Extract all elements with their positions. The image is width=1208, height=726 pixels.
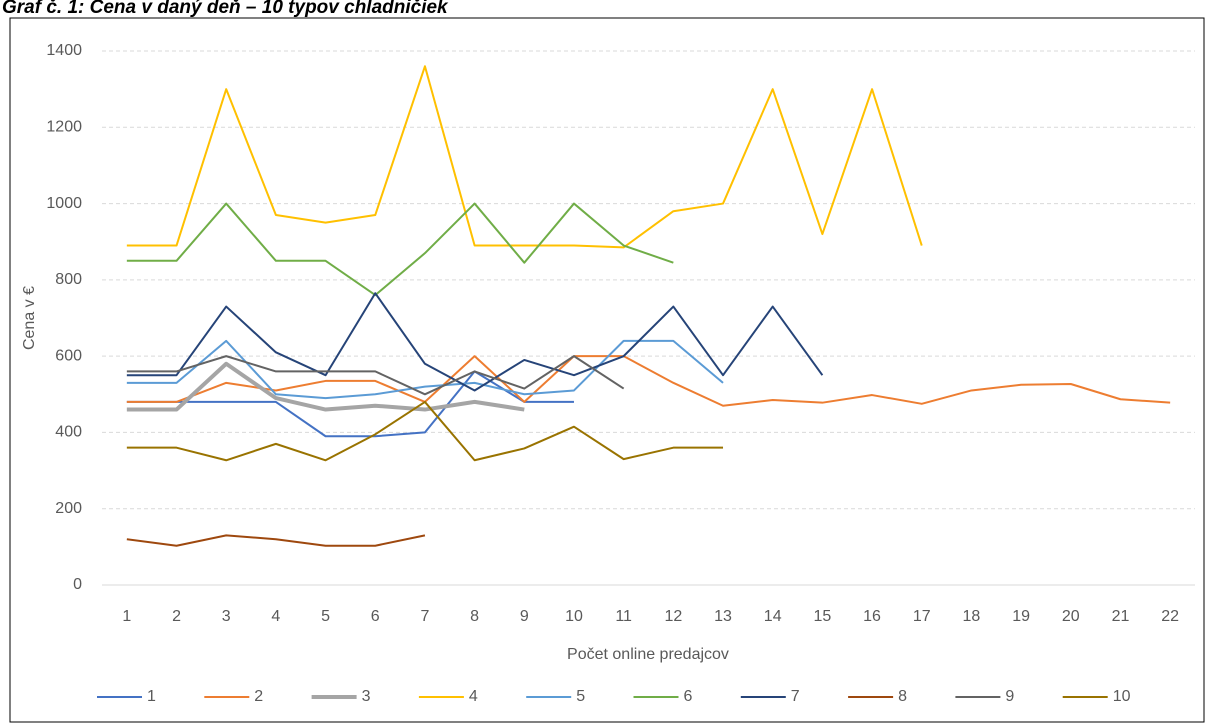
x-tick-label: 21 (1112, 608, 1130, 625)
x-tick-label: 7 (420, 608, 429, 625)
x-tick-label: 18 (963, 608, 981, 625)
line-series (126, 361, 525, 412)
legend-label: 8 (898, 688, 907, 705)
x-tick-label: 2 (172, 608, 181, 625)
x-tick-label: 4 (271, 608, 280, 625)
x-tick-label: 8 (470, 608, 479, 625)
line-series (126, 339, 724, 400)
x-tick-label: 14 (764, 608, 782, 625)
y-tick-label: 400 (55, 424, 82, 441)
chart-border (9, 17, 1205, 723)
x-tick-label: 10 (565, 608, 583, 625)
x-axis-label: Počet online predajcov (567, 646, 729, 663)
y-tick-label: 200 (55, 500, 82, 517)
legend-label: 3 (362, 688, 371, 705)
x-tick-label: 16 (863, 608, 881, 625)
y-tick-label: 1400 (46, 42, 82, 59)
x-tick-label: 3 (222, 608, 231, 625)
legend-label: 10 (1113, 688, 1131, 705)
line-series (126, 292, 824, 392)
x-tick-label: 20 (1062, 608, 1080, 625)
line-series (126, 65, 923, 249)
x-tick-label: 1 (122, 608, 131, 625)
line-series (126, 534, 426, 547)
x-tick-label: 6 (371, 608, 380, 625)
y-tick-label: 1200 (46, 119, 82, 136)
line-series (126, 370, 574, 438)
y-tick-label: 0 (73, 576, 82, 593)
x-tick-label: 12 (664, 608, 682, 625)
legend-label: 4 (469, 688, 478, 705)
legend-label: 2 (254, 688, 263, 705)
line-series (126, 400, 724, 462)
legend-label: 9 (1005, 688, 1014, 705)
x-tick-label: 13 (714, 608, 732, 625)
x-tick-label: 17 (913, 608, 931, 625)
x-tick-label: 22 (1161, 608, 1179, 625)
y-axis-label: Cena v € (21, 286, 38, 350)
x-tick-label: 5 (321, 608, 330, 625)
legend-label: 6 (684, 688, 693, 705)
y-tick-label: 800 (55, 271, 82, 288)
y-tick-label: 1000 (46, 195, 82, 212)
chart-title: Graf č. 1: Cena v daný deň – 10 typov ch… (2, 0, 449, 18)
x-tick-label: 15 (813, 608, 831, 625)
legend-label: 7 (791, 688, 800, 705)
x-tick-label: 19 (1012, 608, 1030, 625)
legend-label: 1 (147, 688, 156, 705)
line-series (126, 355, 625, 396)
y-tick-label: 600 (55, 347, 82, 364)
line-series (126, 202, 674, 297)
legend-label: 5 (576, 688, 585, 705)
x-tick-label: 9 (520, 608, 529, 625)
line-series (126, 355, 1171, 407)
x-tick-label: 11 (615, 608, 632, 625)
